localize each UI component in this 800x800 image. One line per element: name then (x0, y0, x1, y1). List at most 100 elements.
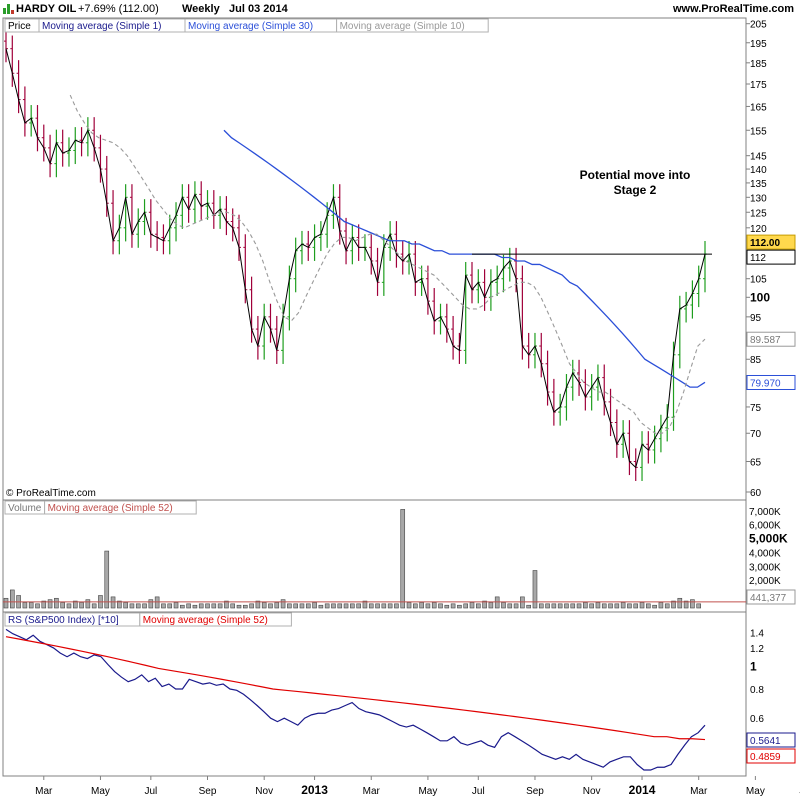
volume-bar (457, 604, 462, 609)
time-axis-label: Sep (526, 786, 544, 797)
price-axis-label: 165 (750, 102, 767, 113)
volume-axis-label: 7,000K (749, 507, 781, 518)
volume-bar (324, 603, 330, 609)
volume-bar (47, 599, 53, 609)
volume-bar (658, 602, 664, 609)
volume-bar (35, 603, 40, 609)
rs-ma-tag: 0.4859 (750, 752, 781, 763)
volume-bar (633, 603, 639, 609)
rs-axis-label: 0.6 (750, 714, 764, 725)
rs-panel-frame (2, 611, 747, 777)
ma10-tag-box (746, 331, 796, 347)
volume-bar (375, 603, 380, 609)
time-axis-label: May (91, 786, 110, 797)
volume-bar (614, 603, 620, 609)
volume-bar (589, 603, 594, 609)
volume-bar (104, 550, 110, 609)
timeframe: Weekly (182, 3, 220, 15)
time-axis-label: Jul (472, 786, 485, 797)
volume-bar (167, 603, 173, 609)
price-axis-label: 65 (750, 457, 762, 468)
rs-legend-item: RS (S&P500 Index) [*10] (8, 615, 119, 626)
volume-bar (85, 599, 91, 609)
volume-bar (545, 603, 550, 609)
volume-bar (513, 603, 519, 609)
price-legend-item: Price (8, 21, 31, 32)
price-axis-label: 155 (750, 126, 767, 137)
volume-bar (60, 602, 65, 609)
volume-panel-frame (2, 499, 747, 613)
volume-legend-item: Moving average (Simple 52) (48, 503, 173, 514)
volume-bar (356, 603, 361, 609)
volume-ma-tag: 441,377 (750, 593, 787, 604)
price-axis-label: 70 (750, 429, 762, 440)
volume-bar (230, 603, 236, 609)
volume-axis-label: 5,000K (749, 532, 788, 546)
volume-bar (520, 596, 525, 609)
last-price-tag-box (746, 234, 796, 250)
volume-bar (293, 603, 298, 609)
volume-bar (425, 603, 431, 609)
volume-bar (154, 596, 160, 609)
price-axis-label: 175 (750, 80, 767, 91)
volume-bar (576, 603, 582, 609)
time-axis-label: Sep (199, 786, 217, 797)
volume-legend-item: Volume (8, 503, 42, 514)
chart-date: Jul 03 2014 (229, 3, 288, 15)
price-axis-label: 105 (750, 275, 767, 286)
volume-bar (444, 604, 450, 609)
ma10-line (69, 94, 706, 434)
time-axis-label: Mar (690, 786, 708, 797)
rs-tag: 0.5641 (750, 736, 781, 747)
price-legend-item: Moving average (Simple 30) (188, 21, 313, 32)
volume-bar (501, 602, 506, 609)
volume-bar (186, 603, 191, 609)
ma30-tag-box (746, 374, 796, 390)
volume-bar (450, 603, 456, 609)
volume-bar (287, 603, 292, 609)
volume-bar (551, 603, 557, 609)
time-axis-label: Mar (35, 786, 53, 797)
price-legend-item: Moving average (Simple 10) (340, 21, 465, 32)
volume-bar (570, 603, 576, 609)
volume-bar (217, 603, 223, 609)
instrument-name: HARDY OIL (16, 3, 77, 15)
price-axis-label: 125 (750, 208, 767, 219)
price-axis-label: 185 (750, 59, 767, 70)
volume-bar (431, 602, 437, 609)
rs-axis-label: 0.8 (750, 685, 764, 696)
volume-bar (526, 604, 531, 609)
volume-bar (9, 589, 15, 609)
volume-bar (205, 603, 210, 609)
rs-ma-line (5, 636, 706, 741)
volume-bar (79, 602, 84, 609)
price-axis-label: 95 (750, 313, 762, 324)
rs-line (5, 628, 706, 771)
volume-bar (91, 603, 97, 609)
volume-bar (299, 603, 305, 609)
volume-bar (22, 602, 28, 609)
resistance-tag: 112 (750, 253, 766, 264)
volume-bar (400, 509, 406, 609)
price-panel-frame (2, 17, 747, 501)
price-change: +7.69% (112.00) (78, 3, 159, 15)
volume-bar (255, 600, 261, 609)
volume-bar (305, 603, 311, 609)
rs-axis-label: 1 (750, 659, 757, 673)
time-axis-label: May (418, 786, 437, 797)
volume-bar (110, 596, 116, 609)
price-axis-label: 85 (750, 355, 762, 366)
volume-bar (211, 603, 217, 609)
volume-bar (690, 599, 695, 609)
copyright: © ProRealTime.com (6, 488, 96, 499)
volume-bar (463, 603, 469, 609)
time-axis-label: Nov (255, 786, 273, 797)
ma10-tag: 89.587 (750, 335, 781, 346)
volume-bar (488, 602, 494, 609)
time-axis-label: 2014 (629, 783, 656, 797)
volume-bar (142, 603, 147, 609)
volume-bar (368, 603, 374, 609)
volume-bar (312, 602, 317, 609)
volume-bar (394, 603, 399, 609)
